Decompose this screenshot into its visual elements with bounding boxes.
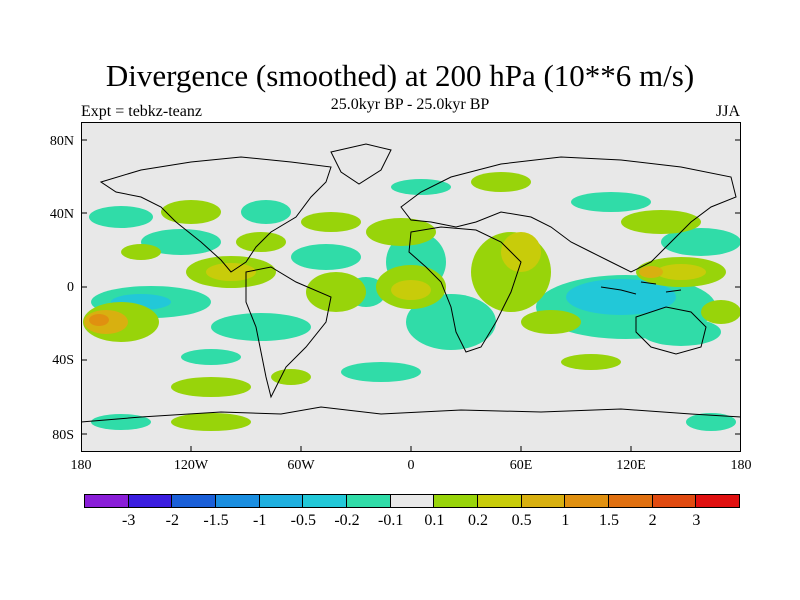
contour-patch bbox=[471, 172, 531, 192]
colorbar-box bbox=[346, 494, 391, 508]
colorbar-box bbox=[477, 494, 522, 508]
contour-patch bbox=[141, 229, 221, 255]
coastline-south-america bbox=[245, 266, 332, 399]
contour-patch bbox=[181, 349, 241, 365]
colorbar-label: -0.2 bbox=[334, 512, 360, 529]
season-label: JJA bbox=[715, 103, 740, 120]
colorbar bbox=[84, 494, 741, 508]
subtitle: 25.0kyr BP - 25.0kyr BP bbox=[330, 96, 490, 113]
contour-patch bbox=[521, 310, 581, 334]
lon-label-180e: 180 bbox=[730, 458, 752, 473]
divergence-map bbox=[81, 122, 741, 452]
colorbar-label: -0.1 bbox=[377, 512, 404, 529]
contour-patch bbox=[621, 210, 701, 234]
colorbar-box bbox=[433, 494, 479, 508]
contour-patch bbox=[406, 294, 496, 350]
contour-patch bbox=[171, 413, 251, 431]
contour-patch bbox=[291, 244, 361, 270]
colorbar-label: 3 bbox=[692, 512, 701, 529]
tick-marks bbox=[81, 139, 741, 452]
colorbar-label: -0.5 bbox=[290, 512, 316, 529]
lon-label-0: 0 bbox=[407, 458, 415, 473]
contour-patch bbox=[301, 212, 361, 232]
colorbar-box bbox=[389, 494, 435, 508]
divergence-contours bbox=[83, 172, 741, 431]
contour-patch bbox=[366, 218, 436, 246]
lat-label-80n: 80N bbox=[49, 134, 74, 149]
colorbar-label: -1 bbox=[252, 512, 267, 529]
contour-patch bbox=[656, 264, 706, 280]
contour-patch bbox=[211, 313, 311, 341]
contour-patch bbox=[566, 279, 676, 315]
colorbar-box bbox=[564, 494, 610, 508]
lon-label-120w: 120W bbox=[173, 458, 209, 473]
colorbar-label: 0.5 bbox=[511, 512, 532, 529]
coastlines bbox=[81, 143, 741, 423]
lon-label-120e: 120E bbox=[616, 458, 646, 473]
chart-title: Divergence (smoothed) at 200 hPa (10**6 … bbox=[105, 58, 695, 93]
colorbar-box bbox=[608, 494, 653, 508]
lat-label-40s: 40S bbox=[52, 353, 74, 368]
contour-patch bbox=[661, 228, 741, 256]
colorbar-box bbox=[520, 494, 566, 508]
colorbar-box bbox=[84, 494, 129, 508]
contour-patch bbox=[561, 354, 621, 370]
colorbar-label: -1.5 bbox=[203, 512, 229, 529]
lat-label-80s: 80S bbox=[52, 428, 74, 443]
lat-label-40n: 40N bbox=[49, 207, 74, 222]
contour-patch bbox=[91, 414, 151, 430]
contour-patch bbox=[161, 200, 221, 224]
coastline-africa bbox=[408, 226, 522, 353]
contour-patch bbox=[571, 192, 651, 212]
coastline-europe-asia bbox=[400, 156, 737, 273]
coastline-north-america bbox=[99, 156, 332, 273]
colorbar-box bbox=[695, 494, 741, 508]
contour-patch bbox=[89, 206, 153, 228]
colorbar-box bbox=[258, 494, 304, 508]
colorbar-label: -2 bbox=[165, 512, 179, 529]
contour-patch bbox=[641, 318, 721, 346]
coastline-greenland bbox=[330, 143, 392, 185]
colorbar-box bbox=[171, 494, 217, 508]
colorbar-label: 1 bbox=[561, 512, 570, 529]
contour-patch bbox=[306, 272, 366, 312]
contour-patch bbox=[391, 280, 431, 300]
contour-patch bbox=[271, 369, 311, 385]
contour-patch bbox=[639, 266, 663, 278]
colorbar-label: -3 bbox=[121, 512, 136, 529]
contour-patch bbox=[686, 413, 736, 431]
colorbar-label: 1.5 bbox=[599, 512, 619, 529]
coastline-australia bbox=[635, 306, 707, 355]
contour-patch bbox=[341, 362, 421, 382]
colorbar-label: 0.2 bbox=[468, 512, 488, 529]
contour-patch bbox=[501, 232, 541, 272]
experiment-label: Expt = tebkz-teanz bbox=[81, 103, 202, 120]
contour-patch bbox=[121, 244, 161, 260]
contour-patch bbox=[391, 179, 451, 195]
colorbar-label: 2 bbox=[648, 512, 657, 529]
colorbar-box bbox=[215, 494, 260, 508]
coastline-indonesia bbox=[600, 281, 682, 295]
colorbar-box bbox=[127, 494, 173, 508]
coastline-antarctica bbox=[81, 406, 741, 423]
lon-label-60w: 60W bbox=[287, 458, 315, 473]
contour-patch bbox=[241, 200, 291, 224]
colorbar-box bbox=[302, 494, 348, 508]
contour-patch bbox=[89, 314, 109, 326]
contour-patch bbox=[171, 377, 251, 397]
colorbar-box bbox=[651, 494, 697, 508]
lon-label-60e: 60E bbox=[509, 458, 533, 473]
lat-label-0: 0 bbox=[67, 280, 74, 295]
lon-label-180w: 180 bbox=[70, 458, 92, 473]
colorbar-label: 0.1 bbox=[424, 512, 445, 529]
contour-patch bbox=[701, 300, 741, 324]
